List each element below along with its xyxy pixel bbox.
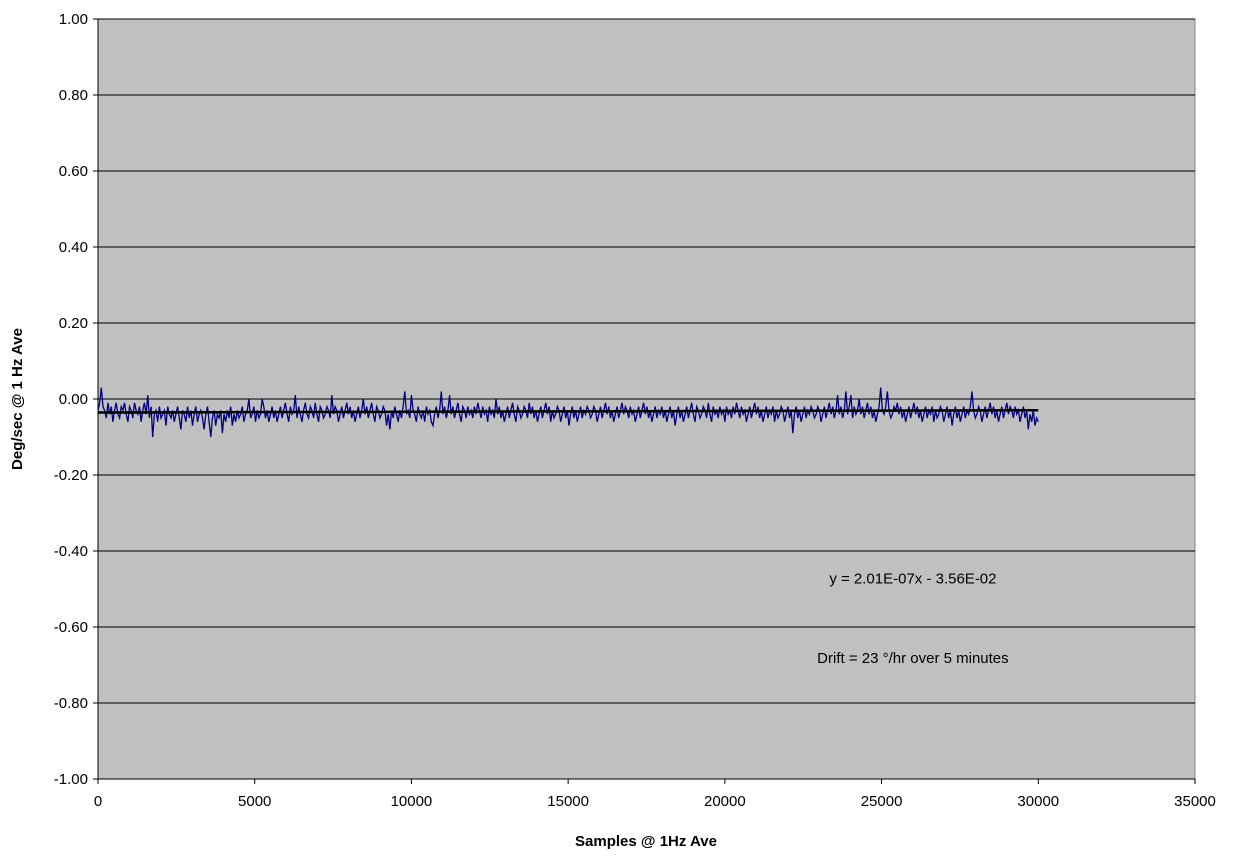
- annotations: y = 2.01E-07x - 3.56E-02 Drift = 23 °/hr …: [817, 570, 1009, 667]
- x-tick-label: 5000: [238, 793, 271, 810]
- y-tick-label: -1.00: [54, 771, 88, 788]
- x-tick-label: 35000: [1174, 793, 1216, 810]
- x-axis-ticks: 0 5000 10000 15000 20000 25000 30000 35000: [94, 779, 1216, 810]
- y-tick-label: -0.20: [54, 467, 88, 484]
- y-tick-label: 1.00: [59, 11, 88, 28]
- y-tick-label: 0.20: [59, 315, 88, 332]
- y-tick-label: 0.80: [59, 87, 88, 104]
- grid-lines: [97, 18, 1195, 780]
- y-axis-ticks: 1.00 0.80 0.60 0.40 0.20 0.00 -0.20 -0.40 -0.60 -…: [54, 11, 98, 788]
- series-data-line: [97, 387, 1039, 438]
- annotation-2: Drift = 23 °/hr over 5 minutes: [817, 650, 1009, 667]
- y-axis-title: Deg/sec @ 1 Hz Ave: [9, 328, 26, 470]
- y-tick-label: 0.40: [59, 239, 88, 256]
- y-tick-label: 0.60: [59, 163, 88, 180]
- y-tick-label: -0.60: [54, 619, 88, 636]
- x-tick-label: 30000: [1017, 793, 1059, 810]
- y-tick-label: 0.00: [59, 391, 88, 408]
- x-tick-label: 20000: [704, 793, 746, 810]
- trendline: [97, 408, 1039, 414]
- series-layer: [97, 387, 1039, 438]
- y-tick-label: -0.80: [54, 695, 88, 712]
- annotation-1: y = 2.01E-07x - 3.56E-02: [829, 570, 996, 587]
- x-tick-label: 10000: [391, 793, 433, 810]
- y-tick-label: -0.40: [54, 543, 88, 560]
- x-tick-label: 15000: [547, 793, 589, 810]
- x-tick-label: 0: [94, 793, 102, 810]
- x-tick-label: 25000: [861, 793, 903, 810]
- x-axis-title: Samples @ 1Hz Ave: [575, 833, 717, 850]
